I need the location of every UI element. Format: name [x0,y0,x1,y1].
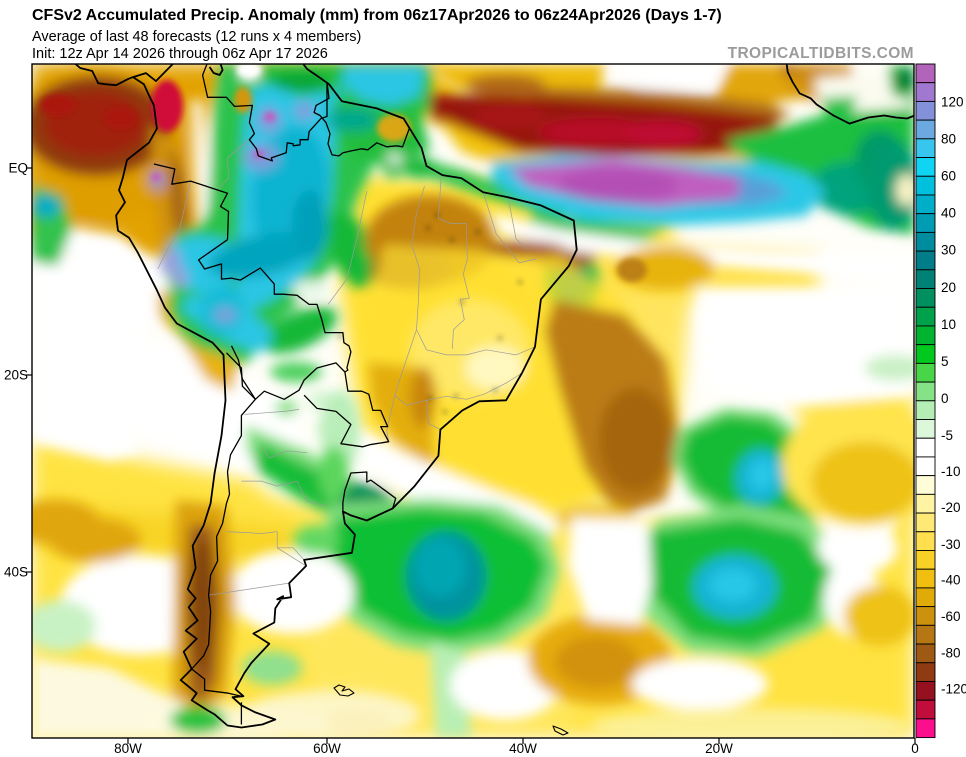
svg-text:-20: -20 [941,500,961,515]
svg-text:40S: 40S [4,565,28,580]
svg-text:0: 0 [911,741,919,756]
svg-text:0: 0 [941,391,949,406]
svg-text:CFSv2 Accumulated Precip. Anom: CFSv2 Accumulated Precip. Anomaly (mm) f… [32,7,722,24]
svg-text:60W: 60W [313,741,341,756]
svg-text:10: 10 [941,317,956,332]
svg-text:EQ: EQ [8,161,28,176]
svg-text:30: 30 [941,243,956,258]
svg-text:-60: -60 [941,609,961,624]
svg-text:60: 60 [941,169,956,184]
svg-text:20W: 20W [705,741,733,756]
svg-text:80: 80 [941,131,956,146]
svg-text:20S: 20S [4,368,28,383]
svg-text:40: 40 [941,206,956,221]
svg-text:-30: -30 [941,537,961,552]
svg-text:5: 5 [941,354,949,369]
svg-text:-5: -5 [941,428,953,443]
svg-text:80W: 80W [114,741,142,756]
svg-text:-40: -40 [941,573,961,588]
svg-text:TROPICALTIDBITS.COM: TROPICALTIDBITS.COM [728,45,914,62]
svg-text:-120: -120 [941,682,966,697]
svg-text:Average of last 48 forecasts (: Average of last 48 forecasts (12 runs x … [32,29,361,45]
svg-text:40W: 40W [509,741,537,756]
svg-text:Init: 12z Apr 14 2026 through: Init: 12z Apr 14 2026 through 06z Apr 17… [32,46,328,62]
svg-text:-10: -10 [941,464,961,479]
svg-text:20: 20 [941,280,956,295]
svg-text:-80: -80 [941,645,961,660]
svg-text:120: 120 [941,94,964,109]
